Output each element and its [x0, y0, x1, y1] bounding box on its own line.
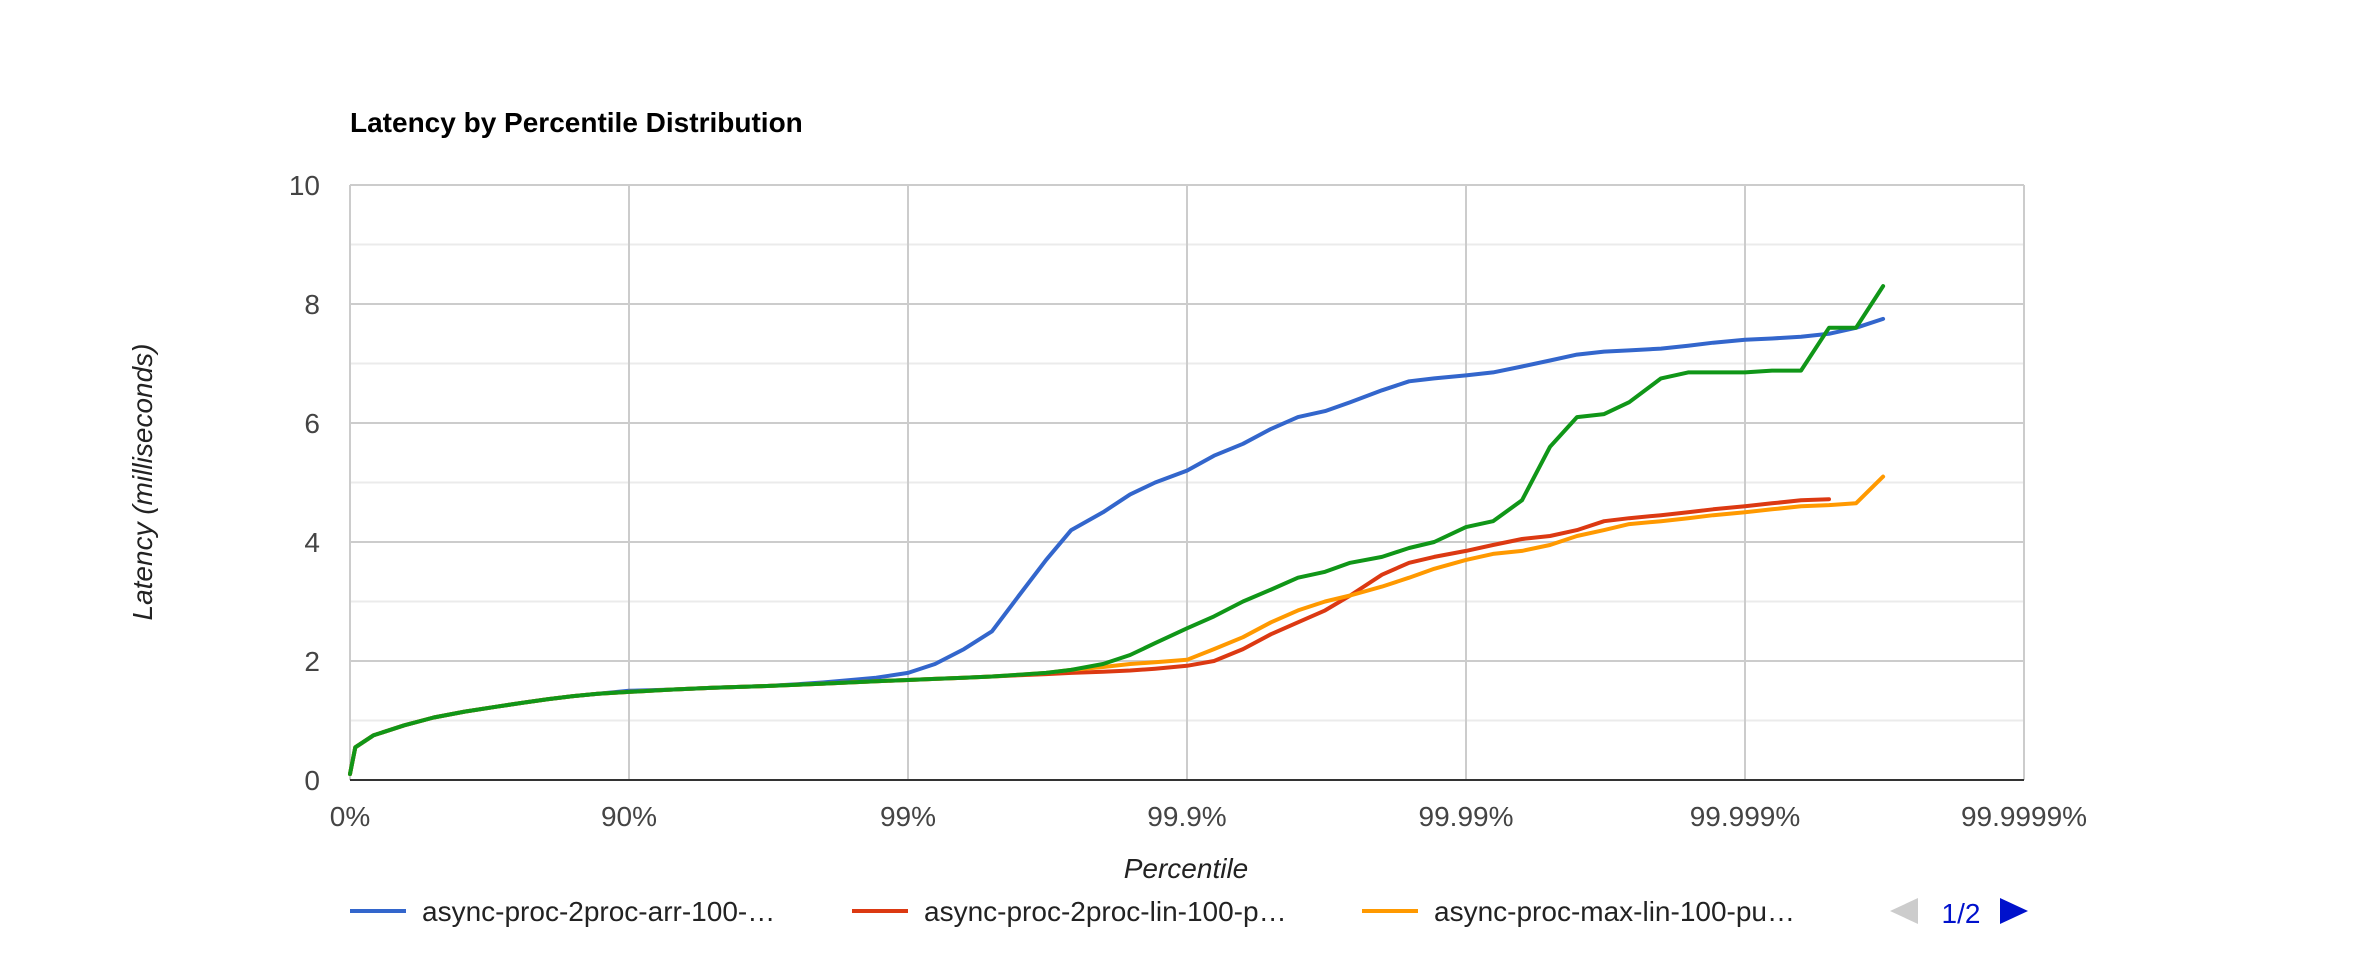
legend: async-proc-2proc-arr-100-… async-proc-2pr… [350, 896, 1795, 927]
series-lines [348, 284, 1886, 776]
x-tick-label: 90% [601, 801, 657, 832]
x-tick-label: 99.999% [1690, 801, 1801, 832]
x-tick-label: 99% [880, 801, 936, 832]
grid [349, 184, 2025, 780]
legend-label[interactable]: async-proc-2proc-lin-100-p… [924, 896, 1287, 927]
legend-page-indicator: 1/2 [1942, 898, 1981, 929]
x-axis-label: Percentile [1124, 853, 1249, 884]
x-tick-label: 99.9% [1147, 801, 1226, 832]
x-tick-label: 99.9999% [1961, 801, 2087, 832]
axes: 0 2 4 6 8 10 0% 90% 99% 99.9% 99.99% 99.999% 99.9999… [289, 170, 2087, 832]
y-tick-label: 4 [304, 527, 320, 558]
next-page-icon[interactable] [2000, 898, 2028, 924]
legend-label[interactable]: async-proc-max-lin-100-pu… [1434, 896, 1795, 927]
y-tick-label: 8 [304, 289, 320, 320]
y-axis-label: Latency (milliseconds) [127, 344, 158, 621]
legend-pager: 1/2 [1890, 898, 2028, 929]
y-tick-label: 10 [289, 170, 320, 201]
chart-title: Latency by Percentile Distribution [350, 107, 803, 138]
y-tick-label: 6 [304, 408, 320, 439]
x-tick-label: 99.99% [1419, 801, 1514, 832]
y-tick-label: 0 [304, 765, 320, 796]
previous-page-icon[interactable] [1890, 898, 1918, 924]
y-tick-label: 2 [304, 646, 320, 677]
x-tick-label: 0% [330, 801, 370, 832]
series-line-4[interactable] [348, 284, 1886, 776]
legend-label[interactable]: async-proc-2proc-arr-100-… [422, 896, 775, 927]
